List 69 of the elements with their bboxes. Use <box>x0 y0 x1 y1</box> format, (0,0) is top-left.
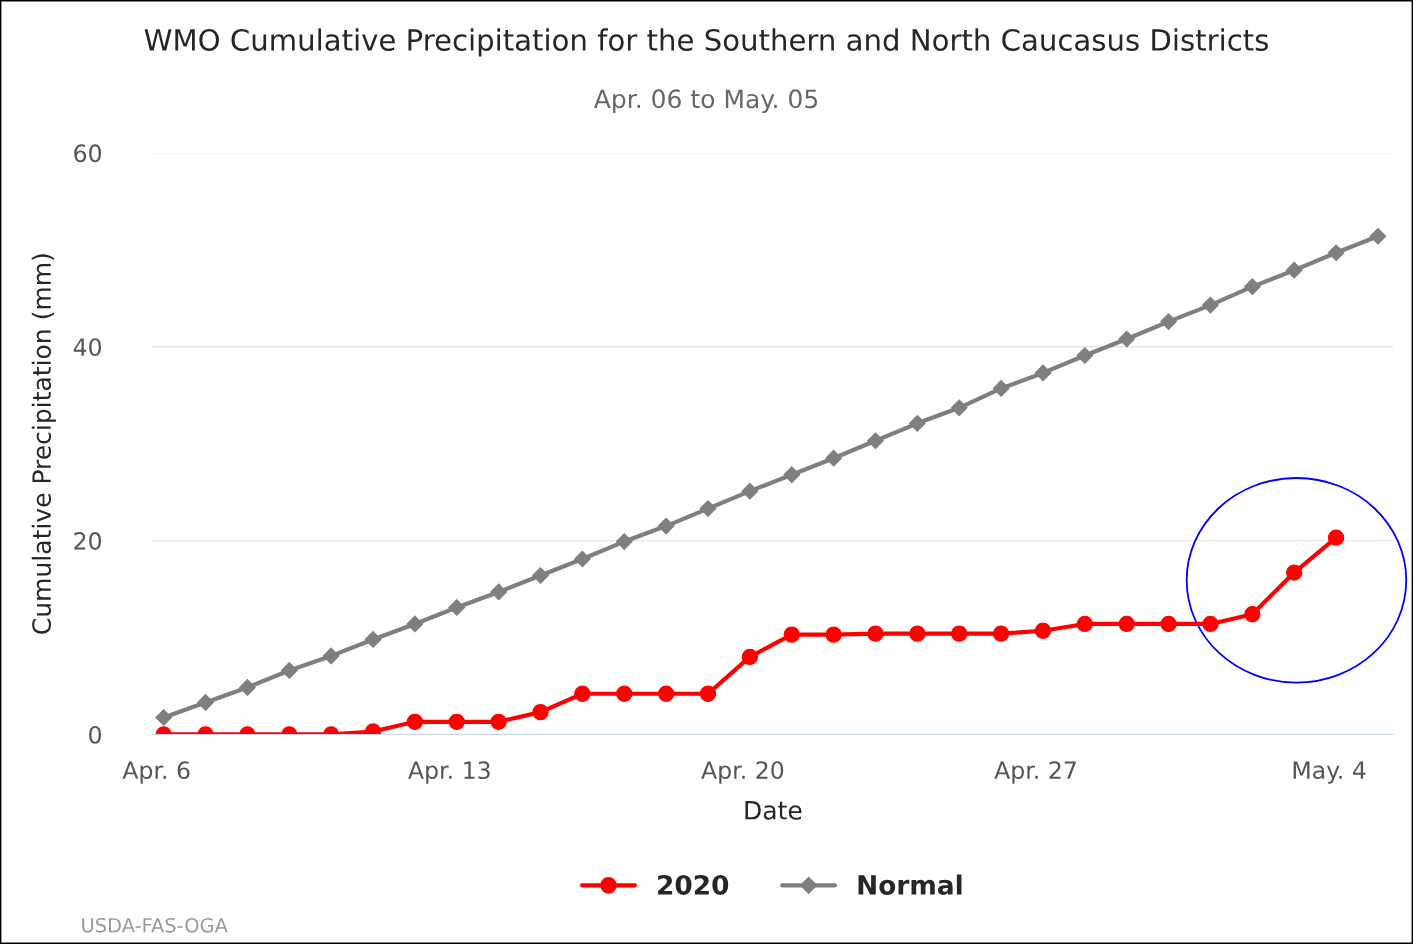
point <box>699 500 717 517</box>
point <box>532 703 549 721</box>
point <box>783 626 800 643</box>
point <box>1076 347 1094 364</box>
point <box>1160 615 1177 633</box>
point <box>909 625 926 642</box>
point <box>406 615 424 633</box>
legend-label: Normal <box>858 874 962 895</box>
point <box>950 399 968 417</box>
y-tick-label: 20 <box>74 532 102 550</box>
point <box>657 685 675 702</box>
y-tick-label: 40 <box>73 338 102 357</box>
point <box>867 432 884 450</box>
x-axis-title: Date <box>745 801 802 820</box>
point <box>1369 227 1387 245</box>
legend-label: 2020 <box>658 874 729 895</box>
point <box>1285 261 1303 279</box>
x-tick-label: Apr. 27 <box>994 761 1076 784</box>
text: USDA-FAS-OGA <box>82 917 228 933</box>
point <box>490 583 508 601</box>
point <box>197 694 214 711</box>
point <box>1243 278 1261 296</box>
point <box>364 631 382 648</box>
point <box>280 662 298 679</box>
point <box>1327 529 1345 546</box>
x-tick-label: Apr. 20 <box>701 761 784 784</box>
x-tick-label: Apr. 6 <box>122 761 190 784</box>
point <box>1327 244 1345 262</box>
point <box>448 713 465 730</box>
point <box>825 626 842 643</box>
point <box>908 414 926 432</box>
chart-subtitle: Apr. 06 to May. 05 <box>593 89 818 114</box>
point <box>699 685 717 702</box>
point <box>448 599 466 616</box>
point <box>1244 606 1261 623</box>
chart-title: WMO Cumulative Precipitation for the Southern and North Caucasus Districts <box>144 28 1268 57</box>
y-tick-label: 0 <box>89 725 102 744</box>
point <box>992 625 1010 642</box>
point <box>783 466 801 484</box>
point <box>1118 615 1135 633</box>
point <box>1202 296 1219 314</box>
point <box>1202 615 1219 633</box>
point <box>406 713 424 730</box>
point <box>657 517 675 535</box>
point <box>239 679 256 696</box>
point <box>1160 313 1177 330</box>
point <box>951 625 968 642</box>
point <box>322 647 340 665</box>
point <box>616 685 633 702</box>
point <box>574 550 591 568</box>
point <box>1076 615 1093 633</box>
point <box>574 685 591 702</box>
point <box>867 625 884 642</box>
point <box>992 380 1010 397</box>
point <box>155 709 173 726</box>
point <box>741 648 759 666</box>
point <box>490 713 507 730</box>
point <box>615 533 633 550</box>
point <box>741 482 759 500</box>
point <box>1034 622 1052 639</box>
x-tick-label: Apr. 13 <box>408 761 490 784</box>
point <box>1118 330 1136 348</box>
point <box>1286 564 1303 581</box>
point <box>1034 364 1052 382</box>
point <box>532 567 549 584</box>
y-axis-title: Cumulative Precipitation (mm) <box>31 254 56 634</box>
point <box>825 449 842 467</box>
y-tick-label: 60 <box>74 144 102 163</box>
x-tick-label: May. 4 <box>1293 761 1366 784</box>
